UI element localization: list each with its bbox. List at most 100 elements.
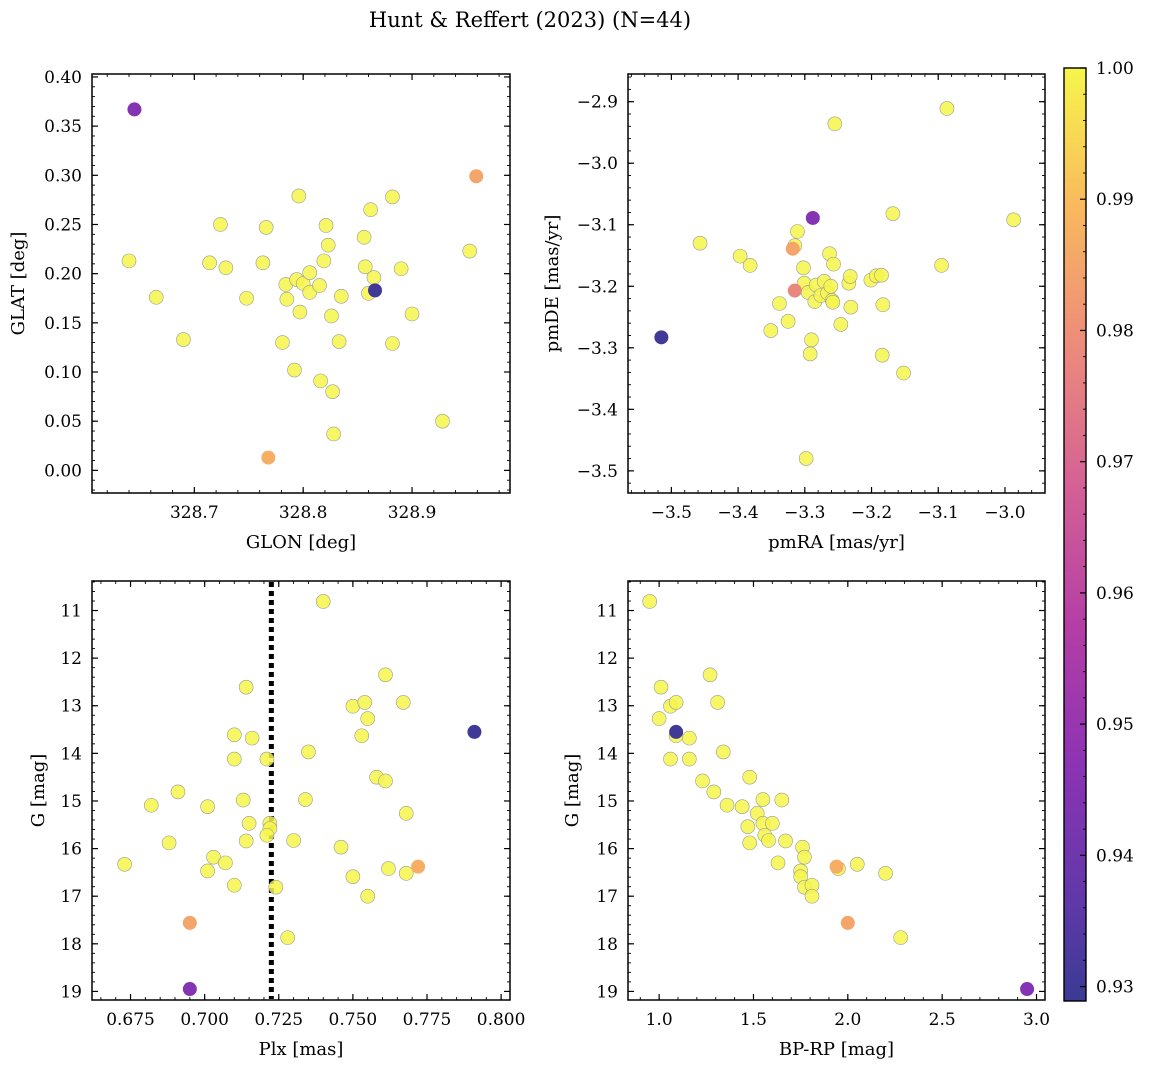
data-point: [825, 294, 841, 310]
data-point: [797, 849, 812, 865]
data-point: [469, 169, 484, 184]
y-tick-label: 0.25: [44, 215, 82, 235]
colorbar-tick-label: 0.99: [1096, 190, 1134, 210]
data-point: [287, 362, 302, 378]
panel-plx-g: 0.675 0.700 0.725 0.750 0.775 0.800 11 12 13 14 15…: [28, 580, 525, 1060]
data-point: [226, 751, 242, 767]
data-point: [286, 833, 301, 848]
data-point: [774, 792, 790, 808]
data-point: [235, 792, 251, 808]
y-tick-label: 14: [60, 744, 82, 764]
data-point: [668, 695, 684, 710]
data-point: [462, 243, 478, 259]
axes-frame: [627, 73, 1046, 494]
data-point: [259, 751, 275, 767]
y-tick-label: −3.2: [577, 277, 618, 297]
data-point: [398, 866, 414, 881]
data-point: [218, 260, 234, 276]
y-axis-label: G [mag]: [562, 754, 583, 827]
scatter-points: [654, 101, 1021, 466]
data-point: [826, 256, 841, 272]
data-point: [320, 237, 336, 253]
data-point: [787, 283, 802, 298]
data-point: [360, 711, 376, 726]
data-point: [206, 849, 221, 865]
data-point: [121, 253, 137, 269]
x-tick-label: 0.725: [254, 1010, 303, 1030]
data-point: [805, 210, 820, 225]
data-point: [761, 833, 776, 848]
data-point: [316, 253, 332, 269]
x-tick-label: 0.675: [106, 1010, 155, 1030]
y-tick-label: 19: [596, 982, 618, 1002]
data-point: [642, 594, 657, 609]
y-tick-label: 12: [60, 649, 82, 669]
colorbar-gradient: [1063, 67, 1087, 1002]
data-point: [843, 299, 859, 315]
data-point: [827, 116, 843, 132]
colorbar-tick-label: 0.96: [1096, 584, 1134, 604]
data-point: [255, 255, 271, 271]
y-tick-label: 18: [60, 935, 82, 955]
x-axis-label: GLON [deg]: [246, 532, 356, 553]
x-tick-label: 2.5: [929, 1010, 956, 1030]
data-point: [849, 857, 865, 872]
data-point: [435, 413, 450, 429]
data-point: [261, 450, 276, 465]
y-tick-label: −3.5: [577, 462, 618, 482]
data-point: [874, 347, 890, 363]
colorbar-tick-label: 0.93: [1096, 978, 1134, 998]
data-point: [742, 258, 758, 273]
data-point: [715, 744, 731, 760]
data-point: [893, 930, 908, 945]
y-tick-label: 19: [60, 982, 82, 1002]
data-point: [395, 695, 411, 710]
data-point: [275, 335, 290, 350]
data-point: [378, 667, 393, 683]
x-tick-label: 328.9: [388, 503, 437, 523]
data-point: [333, 839, 349, 855]
data-point: [238, 679, 254, 695]
data-point: [785, 241, 800, 256]
data-point: [385, 336, 400, 351]
data-point: [796, 260, 811, 276]
data-point: [291, 188, 307, 204]
data-point: [148, 289, 164, 305]
x-tick-label: 328.8: [279, 503, 328, 523]
data-point: [1020, 982, 1035, 997]
data-point: [885, 206, 901, 221]
y-tick-label: 0.20: [44, 265, 82, 285]
data-point: [755, 792, 771, 807]
data-point: [939, 101, 955, 116]
y-tick-label: 11: [60, 602, 82, 622]
data-point: [651, 711, 667, 726]
data-point: [298, 792, 313, 807]
data-point: [302, 265, 318, 280]
data-point: [896, 365, 911, 381]
data-point: [143, 797, 159, 813]
y-tick-label: 0.15: [44, 314, 82, 334]
data-point: [117, 857, 132, 872]
data-point: [363, 202, 378, 218]
colorbar-tick-label: 0.95: [1096, 715, 1134, 735]
x-tick-label: 328.7: [170, 503, 219, 523]
data-point: [770, 855, 786, 871]
data-point: [802, 346, 818, 362]
data-point: [695, 773, 710, 789]
data-point: [279, 291, 295, 307]
data-point: [127, 102, 142, 117]
data-point: [790, 224, 805, 239]
y-axis-label: pmDE [mas/yr]: [542, 215, 563, 353]
y-tick-label: 0.35: [44, 117, 82, 137]
colorbar: 0.93 0.94 0.95 0.96 0.97 0.98 0.99 1.00: [1063, 59, 1134, 1002]
axes-frame: [627, 580, 1046, 1001]
data-point: [829, 859, 844, 874]
data-point: [259, 827, 275, 843]
panel-glon-glat: 328.7 328.8 328.9 0.00 0.05 0.10 0.15 0.20 0.25 0…: [8, 68, 511, 553]
data-point: [226, 727, 242, 743]
data-point: [345, 869, 361, 884]
data-point: [301, 744, 316, 760]
data-point: [182, 982, 197, 997]
y-tick-label: −3.0: [577, 154, 618, 174]
y-tick-label: −2.9: [577, 93, 618, 113]
